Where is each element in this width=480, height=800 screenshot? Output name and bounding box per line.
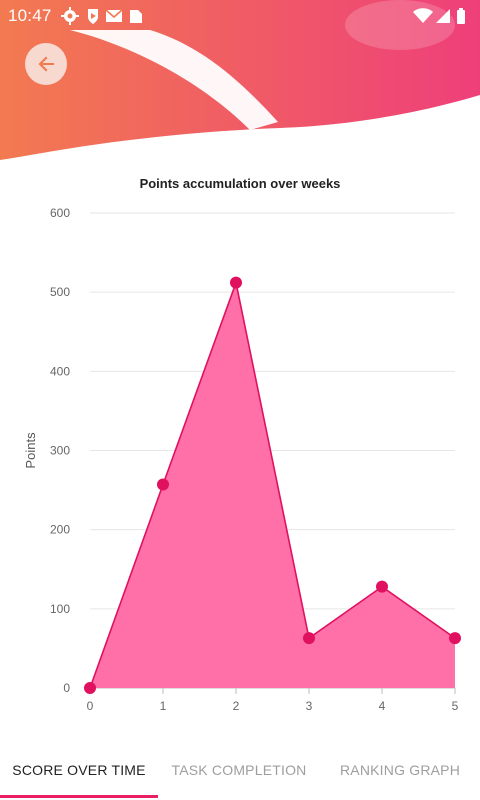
settings-icon (61, 7, 79, 25)
status-system-icons (413, 8, 465, 24)
tab-ranking-graph[interactable]: RANKING GRAPH (339, 762, 461, 778)
header-wave-background (0, 0, 480, 160)
data-point (230, 276, 242, 289)
y-tick-label: 0 (63, 681, 70, 695)
tab-score-over-time[interactable]: SCORE OVER TIME (12, 762, 146, 778)
area-fill (90, 282, 455, 688)
gmail-icon (105, 9, 123, 22)
y-tick-label: 100 (50, 602, 70, 616)
data-point (157, 478, 169, 491)
tab-bar: SCORE OVER TIME TASK COMPLETION RANKING … (0, 740, 480, 800)
y-tick-label: 300 (50, 444, 70, 458)
data-point (303, 632, 315, 645)
x-tick-label: 2 (233, 699, 240, 713)
play-protect-icon (88, 9, 98, 24)
status-notification-icons (61, 7, 142, 25)
data-point (449, 632, 461, 645)
series-line (89, 279, 456, 689)
chart-container: Points accumulation over weeks 0 100 200 30… (0, 170, 480, 730)
tab-task-completion[interactable]: TASK COMPLETION (171, 762, 307, 778)
header-banner (0, 0, 480, 170)
active-tab-indicator (0, 795, 158, 798)
y-tick-label: 500 (50, 285, 70, 299)
x-tick-label: 5 (452, 699, 459, 713)
data-point (84, 682, 96, 694)
status-time: 10:47 (8, 6, 52, 25)
points-area-chart: 0 100 200 300 400 500 600 0 1 2 3 4 5 Points (23, 206, 461, 713)
y-axis-label: Points (23, 432, 38, 469)
back-button[interactable] (25, 43, 67, 85)
y-tick-label: 200 (50, 523, 70, 537)
battery-icon (457, 8, 465, 24)
chart-title: Points accumulation over weeks (139, 176, 341, 191)
x-tick-label: 1 (160, 699, 167, 713)
x-tick-label: 4 (379, 699, 386, 713)
sd-card-icon (130, 10, 142, 23)
x-tick-label: 0 (87, 699, 94, 713)
signal-icon (436, 9, 450, 23)
arrow-left-icon (38, 56, 54, 72)
wifi-icon (413, 8, 433, 23)
data-point (376, 580, 388, 593)
y-tick-label: 600 (50, 206, 70, 220)
y-tick-label: 400 (50, 364, 70, 378)
x-tick-label: 3 (306, 699, 313, 713)
status-bar: 10:47 (0, 0, 480, 30)
